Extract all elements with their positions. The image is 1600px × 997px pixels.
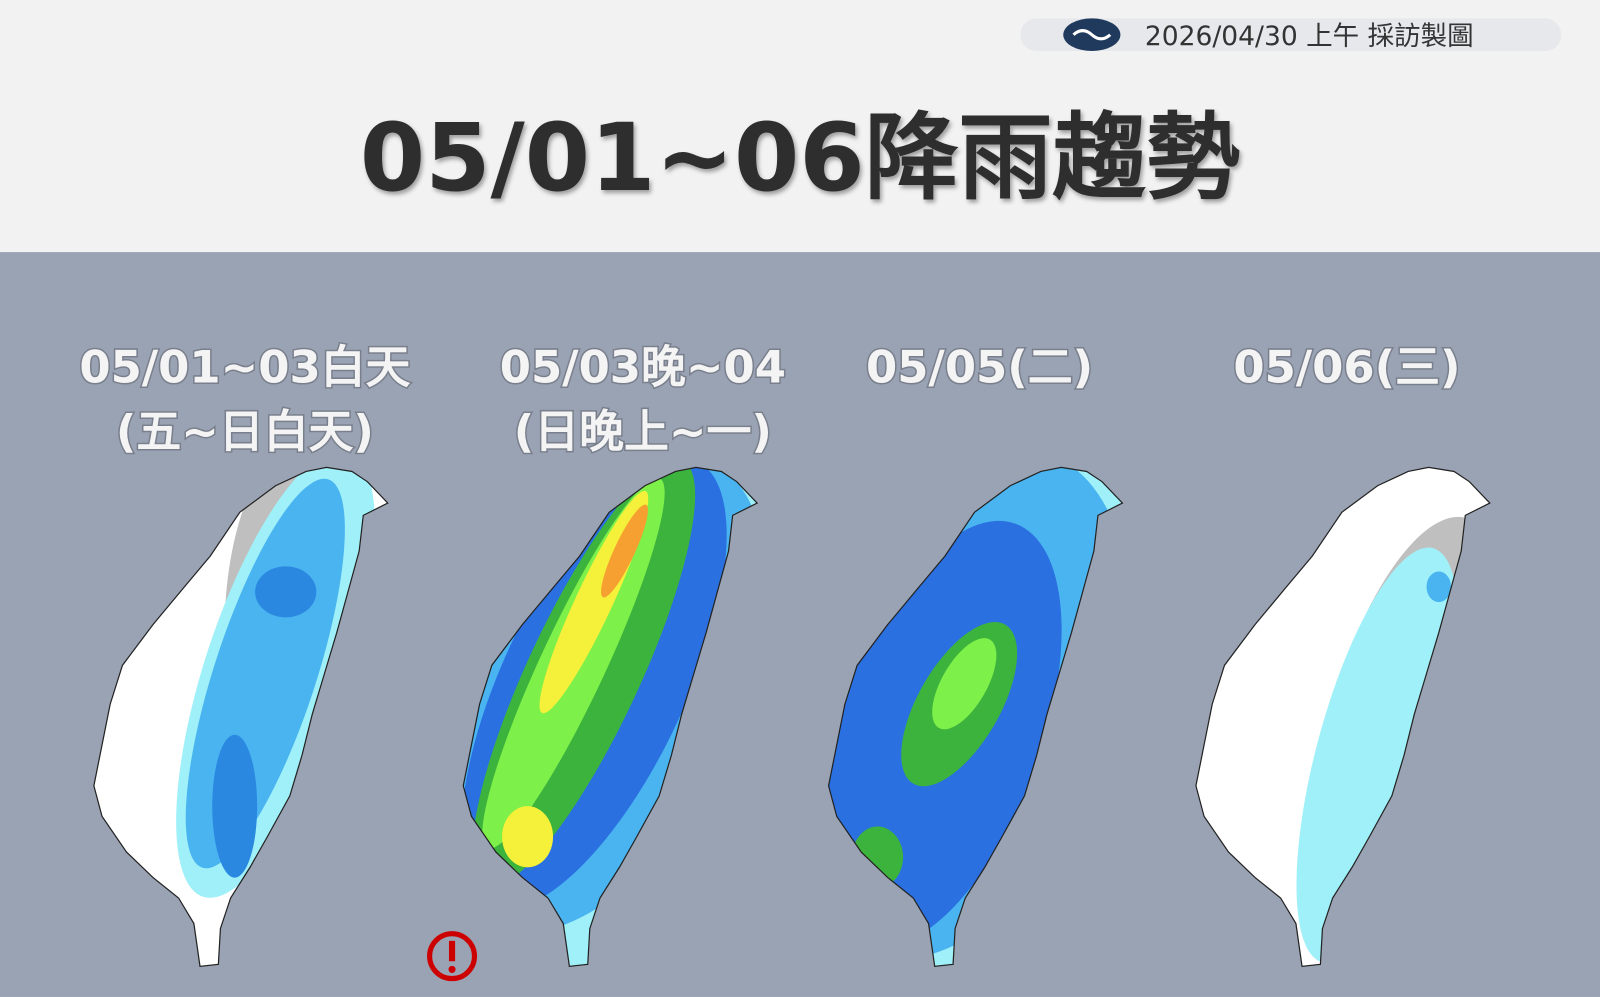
main-title: 05/01~06降雨趨勢 bbox=[360, 104, 1240, 213]
logo-mark bbox=[1072, 29, 1112, 41]
panel-label: 05/06(三) bbox=[1233, 341, 1460, 394]
panel-label: (日晚上~一) bbox=[514, 405, 772, 458]
date-stamp: 2026/04/30 上午 採訪製圖 bbox=[1145, 21, 1474, 52]
warning-icon bbox=[427, 931, 478, 982]
stamp-badge bbox=[1020, 18, 1562, 52]
panel-label: 05/05(二) bbox=[866, 341, 1093, 394]
panel-label: 05/03晚~04 bbox=[500, 341, 786, 394]
panel-label: 05/01~03白天 bbox=[79, 341, 410, 394]
panel-label: (五~日白天) bbox=[116, 405, 374, 458]
